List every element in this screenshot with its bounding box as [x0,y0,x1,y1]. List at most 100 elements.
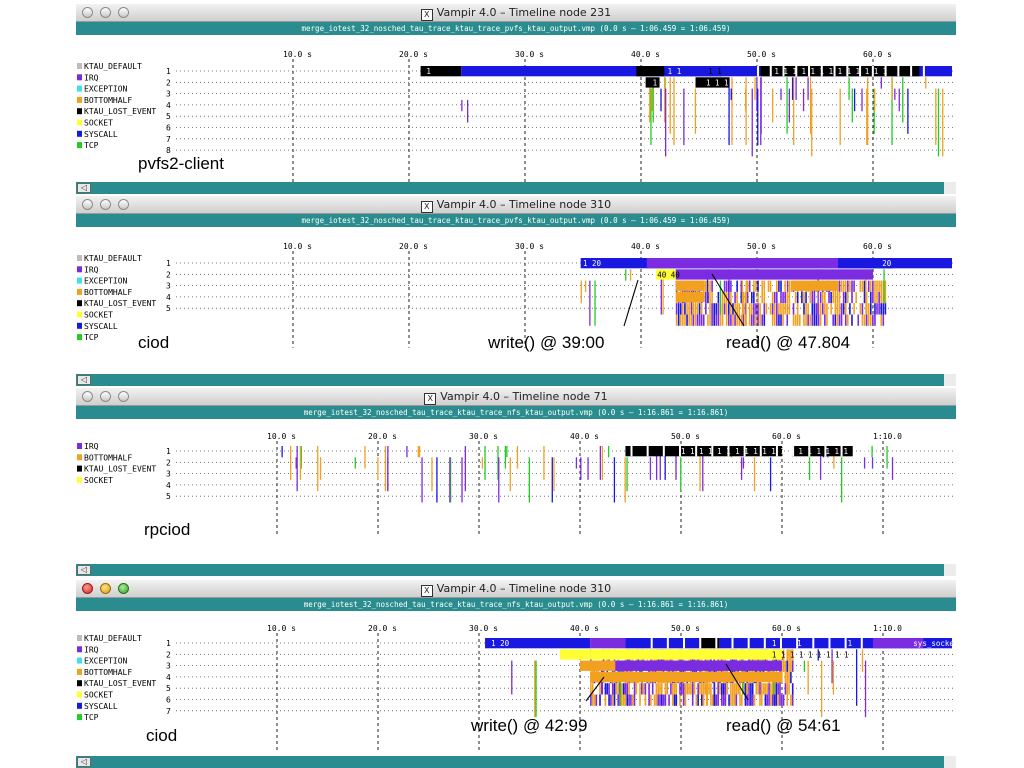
event-bar[interactable] [715,694,718,706]
event-bar[interactable] [751,694,754,706]
event-bar[interactable] [606,683,609,695]
event-bar[interactable] [709,303,711,315]
event-spike[interactable] [281,446,283,458]
state-bar[interactable] [590,649,782,660]
event-bar[interactable] [882,291,885,304]
event-bar[interactable] [742,303,745,315]
event-spike[interactable] [891,77,893,146]
event-bar[interactable] [842,303,845,315]
event-bar[interactable] [869,314,872,326]
event-spike[interactable] [509,457,511,492]
event-bar[interactable] [753,291,755,304]
event-bar[interactable] [697,683,699,695]
event-bar[interactable] [662,694,665,706]
event-bar[interactable] [840,303,843,315]
event-spike[interactable] [761,649,763,672]
event-bar[interactable] [782,694,785,706]
event-bar[interactable] [777,683,779,695]
event-bar[interactable] [809,314,812,326]
event-bar[interactable] [794,291,797,304]
zoom-button[interactable] [118,391,129,402]
event-spike[interactable] [935,88,937,146]
event-bar[interactable] [769,303,772,315]
event-spike[interactable] [731,77,733,146]
state-bar[interactable] [559,649,591,660]
event-bar[interactable] [750,683,752,695]
event-bar[interactable] [876,280,878,292]
event-bar[interactable] [692,314,695,326]
event-bar[interactable] [851,314,853,326]
state-bar[interactable] [838,258,893,269]
event-bar[interactable] [736,303,738,315]
event-spike[interactable] [504,446,507,469]
event-bar[interactable] [717,683,719,695]
event-bar[interactable] [622,683,625,695]
event-spike[interactable] [683,88,685,146]
event-spike[interactable] [907,88,909,134]
event-bar[interactable] [811,303,814,315]
zoom-button[interactable] [118,7,129,18]
event-bar[interactable] [622,694,625,706]
event-bar[interactable] [796,314,799,326]
event-spike[interactable] [587,457,589,480]
event-spike[interactable] [506,446,508,458]
event-bar[interactable] [723,303,726,315]
event-bar[interactable] [773,694,776,706]
event-bar[interactable] [724,683,727,695]
event-spike[interactable] [705,660,708,706]
timeline-view[interactable]: KTAU_DEFAULT IRQ EXCEPTION BOTTOMHALF KTAU_L… [76,227,956,374]
event-bar[interactable] [742,291,745,304]
event-bar[interactable] [711,314,713,326]
event-spike[interactable] [431,457,433,492]
event-bar[interactable] [742,683,745,695]
event-bar[interactable] [861,303,864,315]
event-bar[interactable] [682,303,684,315]
event-bar[interactable] [790,694,792,706]
event-spike[interactable] [740,457,743,480]
event-spike[interactable] [377,457,379,480]
event-bar[interactable] [691,694,694,706]
event-bar[interactable] [844,291,847,304]
event-bar[interactable] [661,694,663,706]
event-spike[interactable] [831,649,833,684]
event-bar[interactable] [786,671,789,684]
event-bar[interactable] [684,694,687,706]
event-bar[interactable] [847,291,849,304]
event-bar[interactable] [791,683,794,695]
event-spike[interactable] [702,446,704,492]
event-bar[interactable] [608,694,610,706]
event-bar[interactable] [633,683,636,695]
event-bar[interactable] [838,280,841,292]
event-spike[interactable] [387,446,389,492]
event-bar[interactable] [690,314,693,326]
event-spike[interactable] [601,446,604,480]
event-bar[interactable] [786,649,789,661]
event-spike[interactable] [580,457,582,480]
event-spike[interactable] [649,88,651,123]
event-bar[interactable] [813,303,816,315]
event-bar[interactable] [740,314,743,326]
event-bar[interactable] [715,314,718,326]
event-bar[interactable] [734,314,736,326]
event-bar[interactable] [713,314,715,326]
event-spike[interactable] [757,88,759,146]
event-bar[interactable] [698,303,701,315]
event-bar[interactable] [872,280,874,292]
state-bar[interactable] [580,258,651,269]
state-bar[interactable] [791,280,839,291]
event-bar[interactable] [720,683,723,695]
event-spike[interactable] [866,88,868,146]
event-bar[interactable] [869,291,872,304]
event-bar[interactable] [834,291,837,304]
event-bar[interactable] [715,303,718,315]
event-spike[interactable] [795,77,797,100]
event-spike[interactable] [290,446,292,480]
event-bar[interactable] [713,303,715,315]
event-bar[interactable] [761,280,764,292]
timeline-view[interactable]: IRQ BOTTOMHALF KTAU_LOST_EVENT SOCKET 1 2 3 4 5 1… [76,419,956,564]
event-bar[interactable] [874,314,876,326]
event-bar[interactable] [728,314,730,326]
event-bar[interactable] [728,694,730,706]
event-bar[interactable] [707,314,709,326]
event-bar[interactable] [697,694,699,706]
